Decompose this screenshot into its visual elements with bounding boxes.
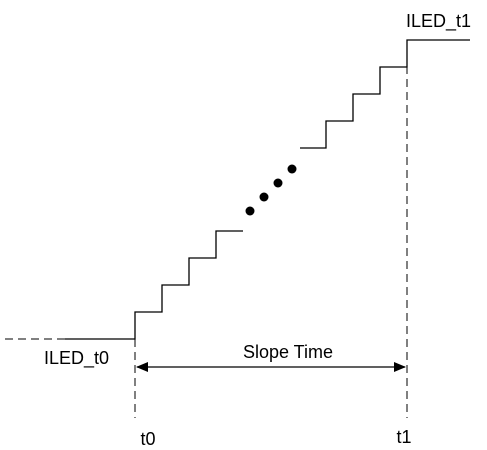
- iled-t1-label: ILED_t1: [406, 11, 471, 32]
- dot: [287, 164, 297, 174]
- dot: [259, 192, 269, 202]
- dot: [273, 178, 283, 188]
- t1-label: t1: [396, 427, 411, 447]
- dot: [245, 206, 255, 216]
- upper-staircase: [300, 39, 470, 149]
- slope-time-label: Slope Time: [243, 342, 333, 362]
- lower-staircase: [65, 230, 243, 340]
- ellipsis-dots: [245, 164, 297, 216]
- iled-t0-label: ILED_t0: [44, 348, 109, 369]
- t0-label: t0: [140, 429, 155, 449]
